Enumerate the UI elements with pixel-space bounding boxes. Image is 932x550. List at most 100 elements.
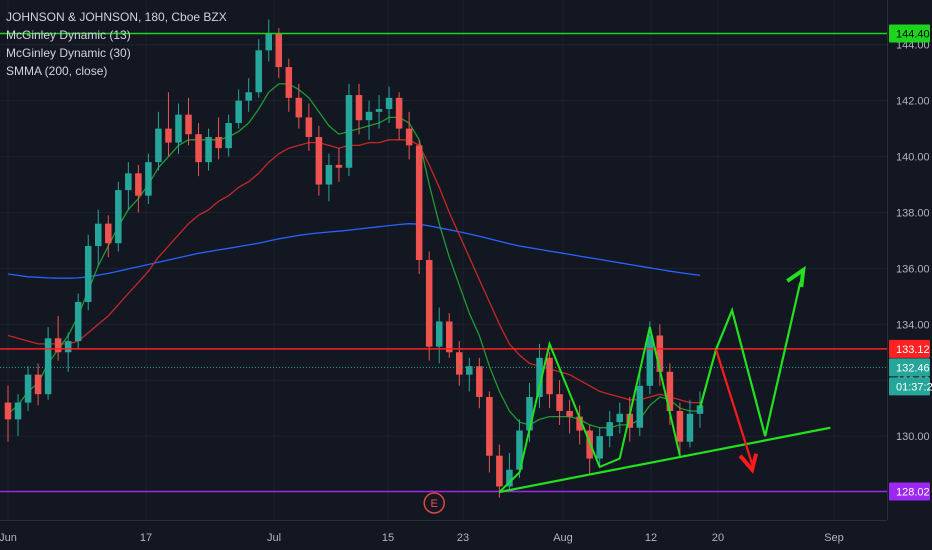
candle-body: [145, 162, 152, 196]
candle-body: [255, 50, 262, 93]
time-axis-panel: [0, 520, 932, 550]
candle-body: [696, 405, 704, 414]
time-tick-label: 23: [457, 532, 469, 544]
indicator-mcginley-13[interactable]: McGinley Dynamic (13): [6, 28, 131, 42]
candle-body: [656, 335, 664, 372]
candle-body: [385, 97, 393, 110]
candle-body: [84, 246, 92, 302]
chart-legend: JOHNSON & JOHNSON, 180, Cboe BZX McGinle…: [6, 8, 227, 80]
symbol-title[interactable]: JOHNSON & JOHNSON, 180, Cboe BZX: [6, 10, 227, 24]
candle-body: [115, 190, 122, 244]
support-trendline: [499, 426, 831, 494]
indicator-smma-200[interactable]: SMMA (200, close): [6, 64, 108, 78]
candle-body: [215, 136, 222, 149]
zigzag-pattern: [498, 326, 681, 493]
level-top-price-label: 144.40: [896, 29, 930, 41]
candle-body: [666, 371, 674, 411]
bar-countdown-label-bg: [889, 377, 930, 396]
time-tick-label: 12: [645, 532, 657, 544]
candle-body: [405, 128, 413, 146]
candle-body: [105, 223, 112, 244]
last-price-label-bg: [889, 358, 930, 377]
price-tick-label: 136.00: [896, 263, 930, 275]
level-bottom-price-label: 128.02: [896, 486, 930, 498]
candle-body: [686, 413, 694, 442]
candle-body: [566, 410, 573, 417]
candle-body: [295, 97, 303, 118]
candle-body: [345, 95, 353, 168]
horizontal-levels: [0, 32, 887, 493]
price-tick-label: 130.00: [896, 431, 930, 443]
candle-body: [315, 136, 323, 185]
indicator-lines: [7, 83, 701, 429]
candle-body: [636, 385, 644, 428]
candle-body: [445, 321, 453, 353]
candle-body: [486, 396, 493, 456]
candle-body: [506, 469, 513, 487]
level-bottom-price-label-bg: [889, 482, 930, 501]
last-price-label: 132.46: [896, 362, 930, 374]
bullish-projection: [698, 282, 802, 437]
candle-body: [54, 338, 62, 353]
price-tick-label: 144.00: [896, 40, 930, 52]
candle-body: [676, 410, 684, 442]
candle-body: [576, 416, 583, 431]
time-tick-label: 15: [382, 532, 394, 544]
pattern-drawing: E: [423, 265, 831, 514]
candle-body: [185, 114, 192, 135]
level-mid-price-label: 133.12: [896, 344, 930, 356]
time-tick-label: 17: [140, 532, 152, 544]
candle-body: [435, 321, 443, 347]
candle-body: [175, 114, 182, 143]
candle-body: [74, 301, 82, 342]
candle-body: [425, 260, 433, 347]
candle-body: [44, 338, 52, 395]
candle-body: [34, 374, 42, 395]
indicator-mcginley-30[interactable]: McGinley Dynamic (30): [6, 46, 131, 60]
candle-body: [355, 95, 363, 121]
price-tick-label: 142.00: [896, 96, 930, 108]
price-axis-panel: [887, 0, 932, 550]
candle-body: [365, 111, 373, 121]
candle-body: [225, 123, 232, 149]
candle-body: [626, 413, 634, 428]
candle-body: [325, 164, 333, 185]
candle-body: [476, 366, 483, 397]
down-arrow-head: [738, 453, 759, 474]
candle-body: [305, 117, 313, 137]
bar-countdown-label: 01:37:26: [896, 381, 932, 393]
candle-body: [275, 33, 283, 68]
candle-body: [546, 357, 553, 395]
candle-body: [415, 145, 423, 260]
candle-body: [526, 396, 533, 431]
time-tick-label: Jun: [0, 532, 17, 544]
earnings-marker-label: E: [431, 498, 438, 510]
time-tick-label: Aug: [553, 532, 573, 544]
candle-body: [205, 136, 212, 163]
candle-body: [516, 430, 523, 470]
candle-body: [556, 394, 563, 411]
mcginley-30-line: [7, 139, 700, 404]
candle-body: [395, 97, 403, 129]
candle-body: [94, 223, 102, 247]
time-tick-label: Sep: [824, 532, 844, 544]
candle-body: [536, 357, 543, 397]
candle-body: [235, 100, 242, 124]
candle-body: [496, 455, 503, 487]
candle-body: [64, 341, 72, 353]
candle-body: [606, 422, 613, 437]
level-top-price-label-bg: [889, 24, 930, 43]
candle-body: [285, 67, 293, 98]
mcginley-13-line: [7, 83, 700, 429]
earnings-marker: [423, 492, 445, 514]
candle-body: [596, 436, 603, 459]
price-tick-label: 140.00: [896, 152, 930, 164]
candle-body: [195, 134, 202, 163]
candle-body: [125, 173, 132, 191]
candle-body: [135, 173, 142, 196]
candle-body: [4, 402, 12, 420]
candle-body: [155, 128, 162, 163]
